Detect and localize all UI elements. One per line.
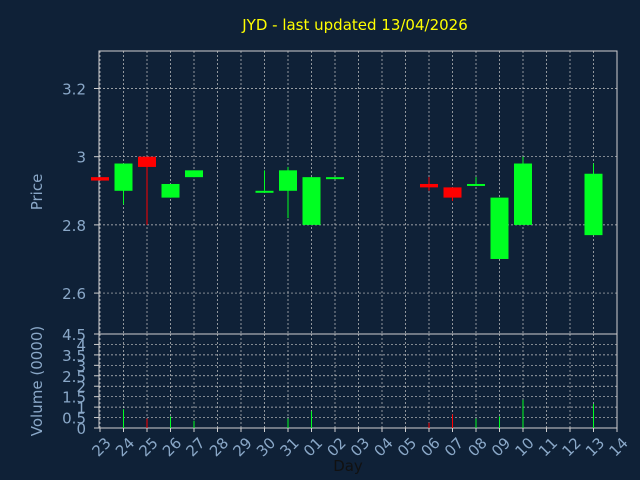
x-tick-label: 04 (371, 434, 397, 460)
candle-body (490, 197, 509, 259)
volume-plot-frame (98, 333, 618, 429)
x-tick-label: 25 (136, 434, 162, 460)
candle-body (138, 156, 156, 167)
volume-tick-label: 1.5 (62, 389, 86, 407)
x-tick-label: 12 (559, 434, 585, 460)
candle-body (185, 170, 203, 178)
x-tick-label: 31 (277, 434, 303, 460)
volume-tick-label: 4 (76, 336, 86, 354)
x-tick-label: 23 (89, 434, 115, 460)
x-tick-label: 14 (606, 434, 632, 460)
x-tick-label: 06 (418, 434, 444, 460)
candle-body (326, 177, 344, 180)
volume-tick-label: 4.5 (62, 326, 86, 344)
x-axis-label: Day (333, 457, 363, 475)
x-tick-label: 24 (112, 434, 138, 460)
x-tick-label: 08 (465, 434, 491, 460)
price-tick-label: 3.2 (62, 81, 86, 99)
candle-body (584, 173, 603, 236)
x-tick-label: 09 (488, 434, 514, 460)
candle-body (420, 183, 438, 188)
candle-body (279, 170, 297, 191)
candle-body (467, 183, 485, 186)
volume-tick-label: 1 (76, 399, 86, 417)
candle-body (91, 177, 109, 181)
volume-tick-label: 0 (76, 420, 86, 438)
volume-axis-label: Volume (0000) (28, 326, 46, 436)
chart-title: JYD - last updated 13/04/2026 (241, 16, 468, 34)
volume-tick-label: 3 (76, 357, 86, 375)
x-tick-label: 27 (183, 434, 209, 460)
volume-tick-label: 0.5 (62, 410, 86, 428)
x-tick-label: 30 (253, 434, 279, 460)
x-tick-label: 28 (206, 434, 232, 460)
x-tick-label: 10 (512, 434, 538, 460)
x-tick-label: 07 (441, 434, 467, 460)
volume-tick-label: 3.5 (62, 347, 86, 365)
candle-body (255, 190, 274, 193)
price-tick-label: 2.8 (62, 217, 86, 235)
x-tick-label: 26 (159, 434, 185, 460)
candle-body (443, 187, 462, 198)
price-tick-label: 3 (76, 149, 86, 167)
volume-panel: 4.543.532.521.510.5023242526272829303101… (62, 326, 632, 460)
x-tick-label: 01 (300, 434, 326, 460)
volume-tick-label: 2 (76, 378, 86, 396)
candle-body (161, 183, 180, 198)
volume-tick-label: 2.5 (62, 368, 86, 386)
candle-body (302, 177, 321, 225)
candle-body (514, 163, 532, 225)
x-tick-label: 11 (535, 434, 561, 460)
price-axis-label: Price (28, 174, 46, 211)
x-tick-label: 05 (394, 434, 420, 460)
price-panel: 3.2 3 2.8 2.6 (62, 50, 618, 335)
price-tick-label: 2.6 (62, 285, 86, 303)
candle-body (114, 163, 133, 191)
x-tick-label: 29 (230, 434, 256, 460)
x-tick-label: 13 (582, 434, 608, 460)
